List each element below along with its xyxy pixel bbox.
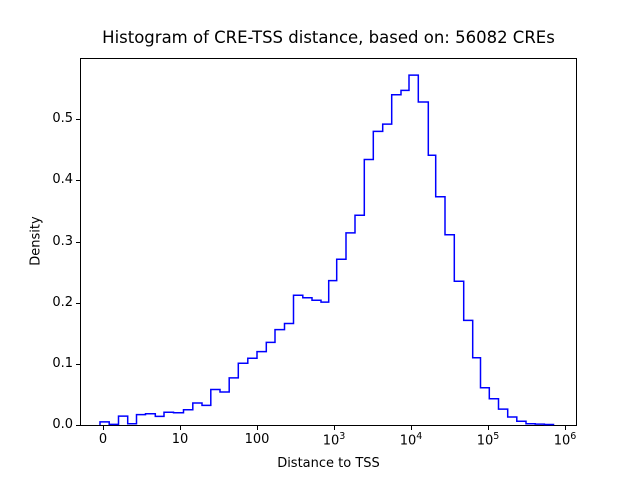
y-tick-label: 0.3 xyxy=(52,233,73,249)
y-tick-label: 0.0 xyxy=(52,417,73,432)
x-tick-label: 104 xyxy=(399,431,423,449)
y-tick-label: 0.1 xyxy=(52,355,73,371)
y-axis-label: Density xyxy=(28,216,44,266)
y-tick-label: 0.4 xyxy=(52,172,73,188)
x-axis-label: Distance to TSS xyxy=(277,456,380,471)
x-tick-mark xyxy=(565,426,566,430)
y-tick-mark xyxy=(76,241,80,243)
y-tick-mark xyxy=(76,363,80,365)
y-tick-label: 0.2 xyxy=(52,294,73,310)
plot-area xyxy=(80,58,577,426)
y-tick-mark xyxy=(76,302,80,304)
histogram-step-line xyxy=(99,74,555,426)
x-tick-mark xyxy=(334,426,335,430)
x-tick-label: 103 xyxy=(322,431,346,449)
x-tick-mark xyxy=(257,426,258,430)
x-tick-label: 100 xyxy=(244,432,270,447)
x-tick-mark xyxy=(103,426,104,430)
x-tick-mark xyxy=(411,426,412,430)
x-tick-label: 0 xyxy=(98,432,108,447)
x-tick-label: 10 xyxy=(171,432,189,447)
y-tick-mark xyxy=(76,180,80,182)
x-tick-mark xyxy=(488,426,489,430)
x-tick-mark xyxy=(180,426,181,430)
x-tick-label: 106 xyxy=(553,431,577,449)
y-tick-mark xyxy=(76,425,80,426)
y-tick-label: 0.5 xyxy=(52,111,73,127)
y-tick-mark xyxy=(76,119,80,121)
chart-title: Histogram of CRE-TSS distance, based on:… xyxy=(102,28,555,47)
x-tick-label: 105 xyxy=(476,431,500,449)
